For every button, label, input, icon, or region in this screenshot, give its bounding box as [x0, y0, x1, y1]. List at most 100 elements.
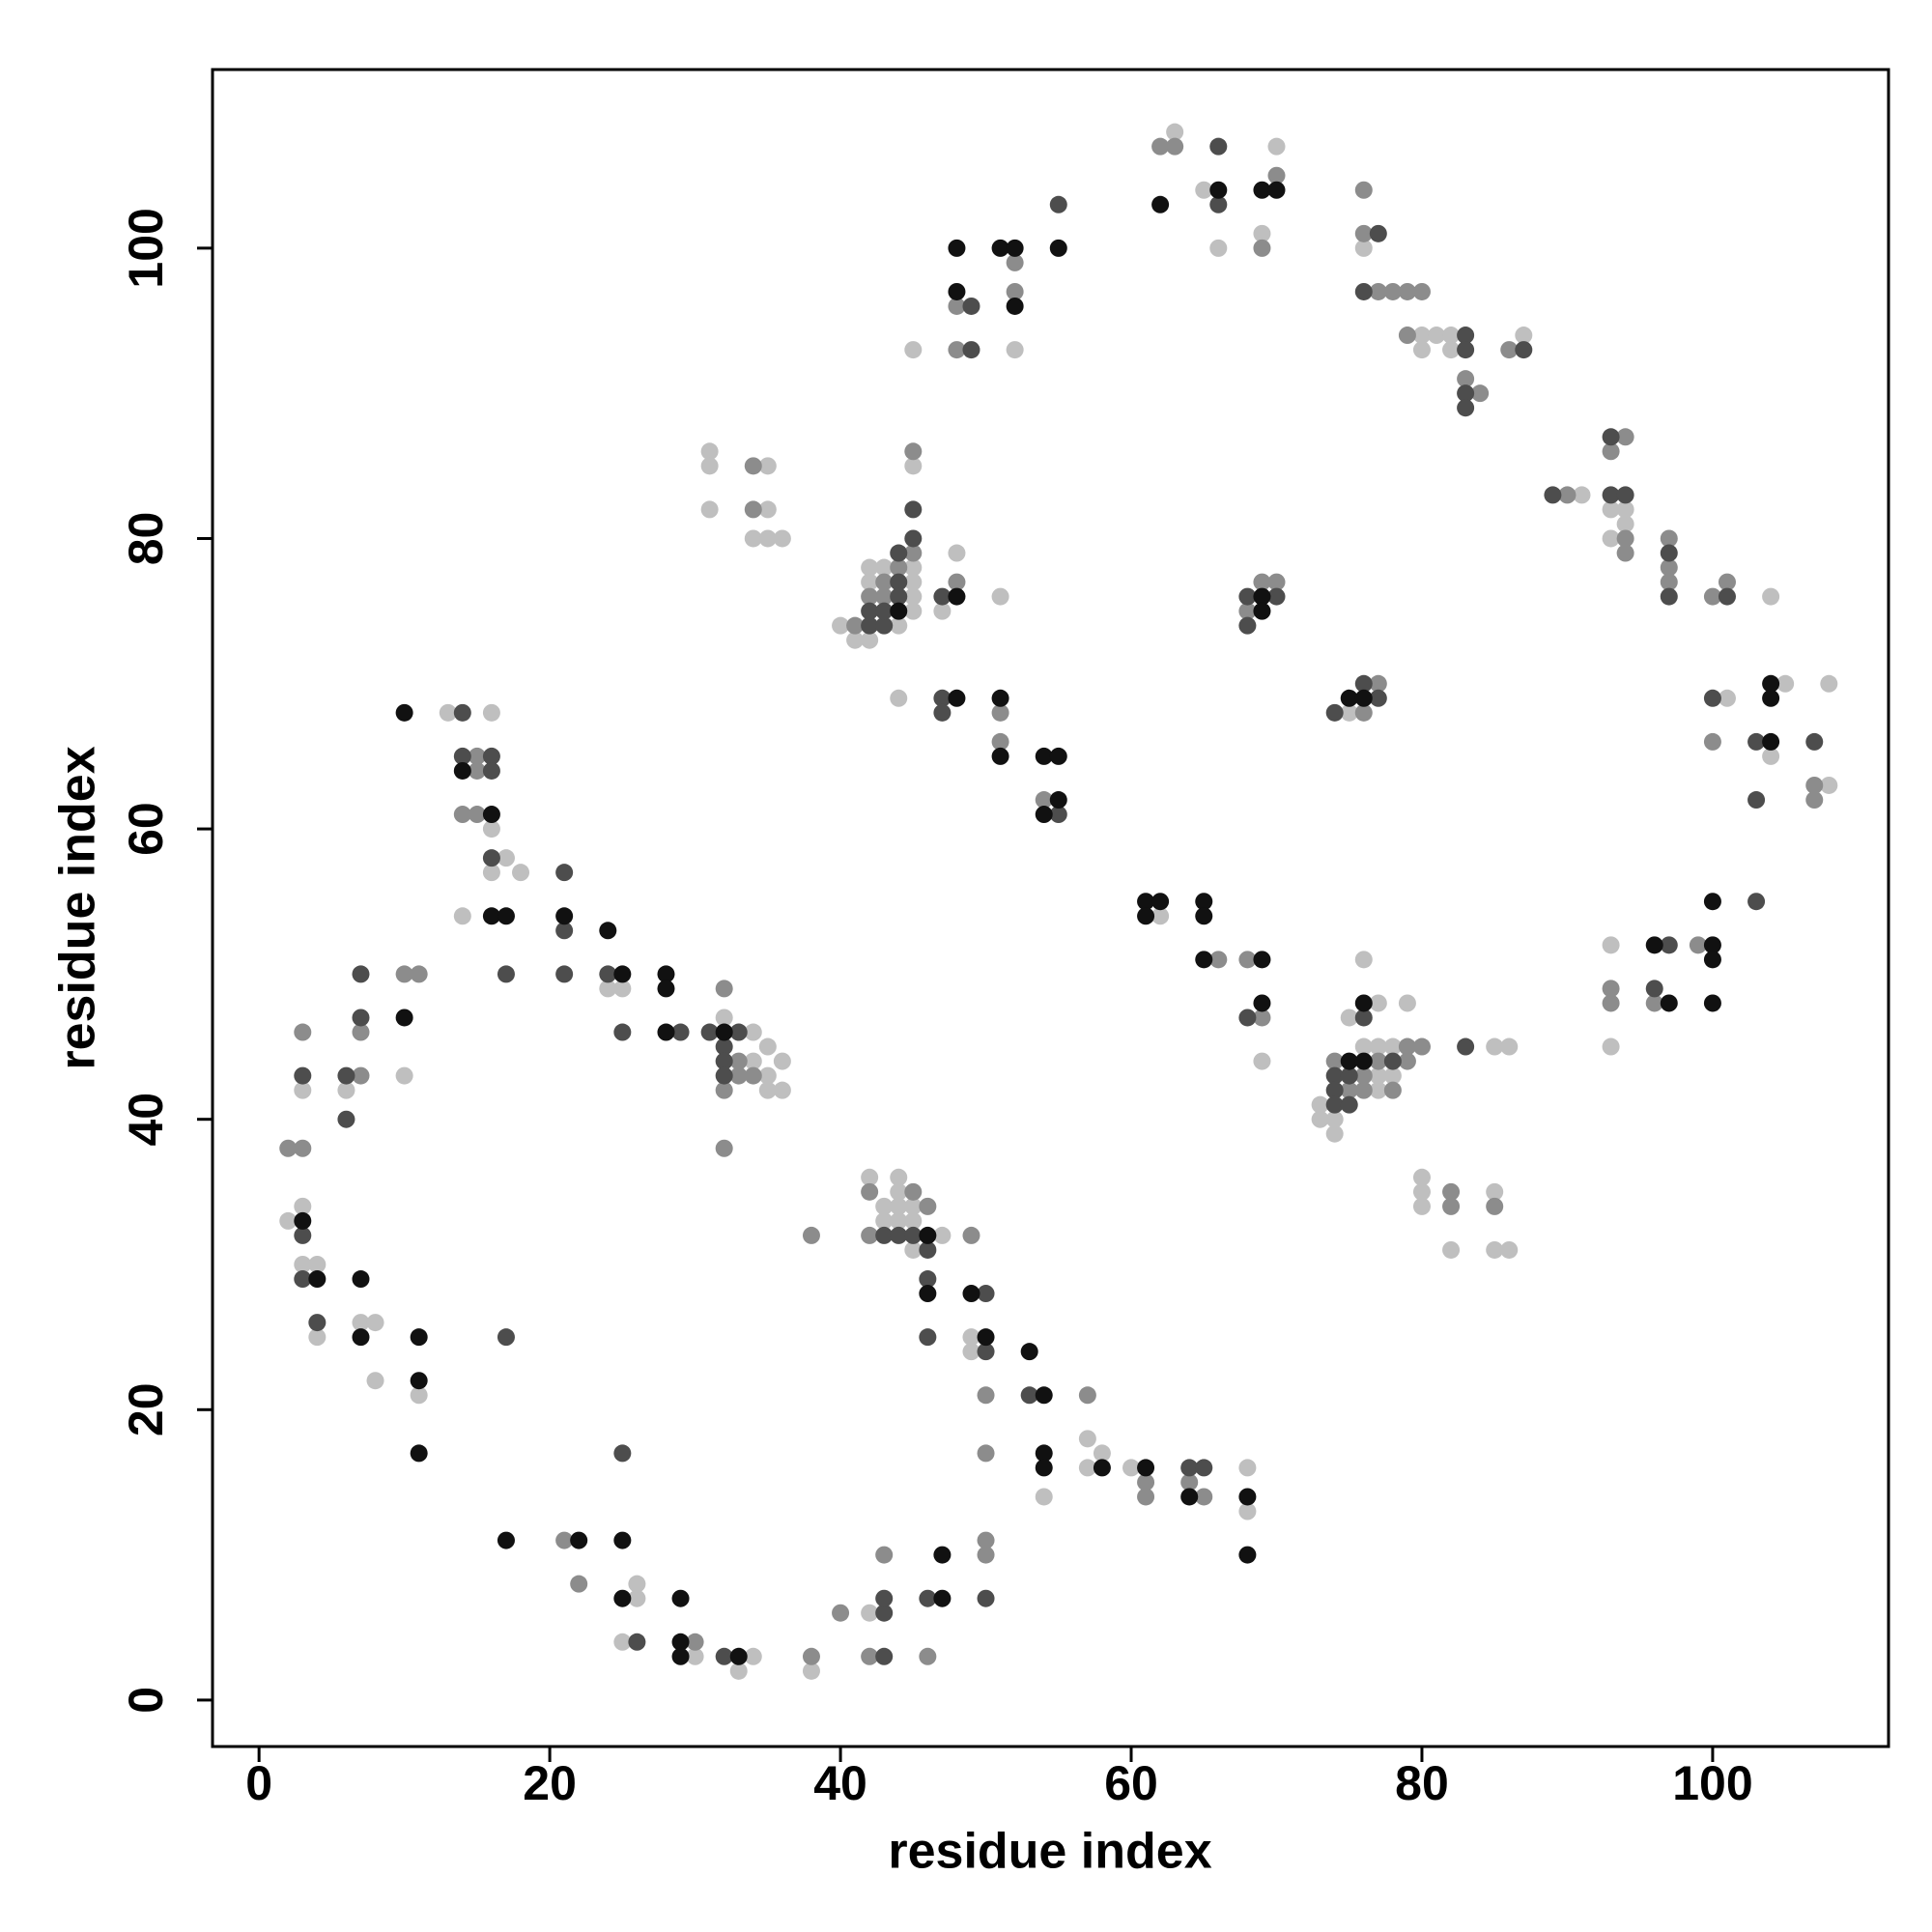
point [1412, 341, 1431, 359]
point [657, 980, 675, 998]
point [1383, 1081, 1402, 1099]
point [1354, 1037, 1373, 1056]
point [933, 1589, 952, 1607]
point [1602, 980, 1620, 998]
point [904, 442, 923, 461]
point [599, 922, 617, 940]
point [337, 1066, 355, 1085]
point [1369, 1081, 1387, 1099]
point [1602, 500, 1620, 519]
point [1616, 544, 1634, 562]
point [613, 980, 632, 998]
point [1776, 674, 1795, 693]
point [657, 965, 675, 983]
point [1820, 674, 1838, 693]
point [1457, 370, 1475, 388]
point [1602, 1037, 1620, 1056]
point [846, 631, 865, 649]
x-tick-label: 60 [1104, 1756, 1158, 1810]
point [1602, 486, 1620, 504]
point [1718, 573, 1736, 591]
point [1151, 907, 1170, 925]
point [1078, 1459, 1096, 1477]
point [1325, 703, 1344, 722]
point [1820, 776, 1838, 794]
point [613, 1531, 632, 1549]
point [1500, 1037, 1519, 1056]
point [1166, 123, 1184, 141]
point [555, 965, 574, 983]
y-tick-label: 60 [119, 802, 173, 856]
point [1238, 616, 1257, 635]
point [962, 1285, 980, 1303]
point [497, 1328, 515, 1347]
point [1166, 137, 1184, 156]
point [1383, 1037, 1402, 1056]
point [1805, 732, 1824, 751]
point [890, 544, 908, 562]
point [352, 1066, 370, 1085]
point [861, 1604, 879, 1622]
point [1340, 1009, 1358, 1027]
point [1253, 181, 1271, 199]
point [1035, 747, 1053, 765]
point [1253, 1052, 1271, 1070]
point [890, 1226, 908, 1244]
point [482, 747, 500, 765]
point [948, 239, 966, 257]
point [1442, 1197, 1461, 1215]
point [1486, 1037, 1504, 1056]
point [1267, 181, 1286, 199]
point [1500, 1240, 1519, 1259]
point [977, 1328, 995, 1347]
point [1703, 732, 1721, 751]
point [1209, 181, 1228, 199]
point [1151, 137, 1170, 156]
point [482, 849, 500, 867]
point [1660, 529, 1678, 548]
point [1137, 1488, 1155, 1506]
point [1354, 674, 1373, 693]
point [613, 965, 632, 983]
point [1354, 951, 1373, 969]
point [410, 1444, 428, 1463]
point [1311, 1095, 1329, 1114]
point [1195, 181, 1213, 199]
plot-frame [211, 68, 1890, 1748]
point [1325, 1110, 1344, 1128]
point [1049, 195, 1067, 213]
point [875, 1647, 894, 1665]
point [890, 558, 908, 577]
point [904, 587, 923, 606]
point [1369, 1066, 1387, 1085]
point [294, 1211, 312, 1230]
point [948, 544, 966, 562]
point [1428, 327, 1446, 345]
point [613, 1633, 632, 1651]
point [977, 1531, 995, 1549]
point [1602, 442, 1620, 461]
point [1195, 1459, 1213, 1477]
point [1398, 1037, 1416, 1056]
point [1325, 1124, 1344, 1143]
point [1049, 806, 1067, 824]
point [715, 1023, 733, 1041]
point [977, 1546, 995, 1564]
point [1412, 1182, 1431, 1201]
point [1747, 791, 1766, 810]
point [294, 1066, 312, 1085]
point [890, 1182, 908, 1201]
point [1078, 1386, 1096, 1405]
point [671, 1647, 690, 1665]
x-tick-label: 100 [1672, 1756, 1752, 1810]
point [715, 1037, 733, 1056]
point [729, 1647, 748, 1665]
point [1209, 195, 1228, 213]
point [904, 1182, 923, 1201]
point [1747, 732, 1766, 751]
point [294, 1139, 312, 1157]
point [1325, 1095, 1344, 1114]
point [1253, 224, 1271, 242]
point [1616, 486, 1634, 504]
